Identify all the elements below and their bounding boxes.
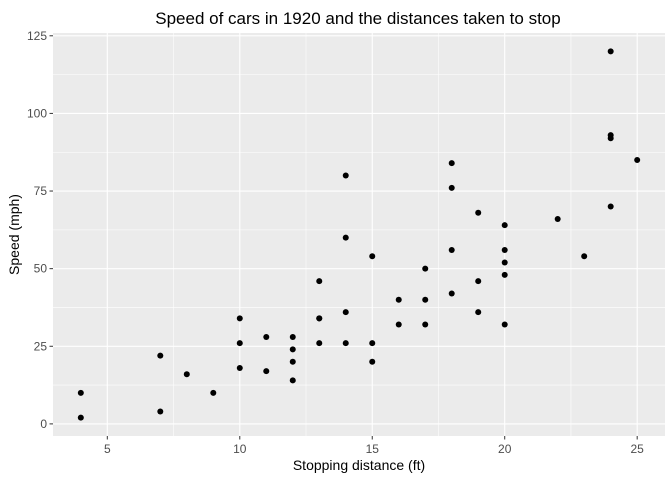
data-points — [77, 48, 641, 421]
data-point — [316, 340, 323, 347]
data-point — [501, 247, 508, 254]
data-point — [263, 333, 270, 340]
data-point — [607, 203, 614, 210]
data-point — [422, 265, 429, 272]
x-tick-label: 25 — [631, 442, 645, 456]
y-tick-label: 25 — [34, 339, 48, 353]
y-tick-label: 75 — [34, 184, 48, 198]
data-point — [395, 296, 402, 303]
data-point — [342, 309, 349, 316]
data-point — [316, 315, 323, 322]
data-point — [501, 222, 508, 229]
data-point — [77, 414, 84, 421]
data-point — [581, 253, 588, 260]
data-point — [236, 315, 243, 322]
data-point — [289, 358, 296, 365]
x-axis-ticks: 5 10 15 20 25 — [104, 436, 644, 456]
data-point — [448, 247, 455, 254]
data-point — [448, 160, 455, 167]
data-point — [554, 215, 561, 222]
data-point — [448, 184, 455, 191]
data-point — [210, 389, 217, 396]
data-point — [475, 278, 482, 285]
plot-panel — [53, 33, 665, 436]
data-point — [634, 156, 641, 163]
data-point — [607, 48, 614, 55]
data-point — [236, 340, 243, 347]
data-point — [183, 371, 190, 378]
data-point — [422, 296, 429, 303]
x-tick-label: 5 — [104, 442, 111, 456]
y-axis-ticks: 0 25 50 75 100 125 — [27, 29, 53, 431]
y-tick-label: 0 — [40, 417, 47, 431]
x-axis-title: Stopping distance (ft) — [293, 457, 425, 473]
data-point — [475, 209, 482, 216]
data-point — [369, 253, 376, 260]
data-point — [157, 408, 164, 415]
x-tick-label: 15 — [366, 442, 380, 456]
data-point — [289, 333, 296, 340]
data-point — [501, 259, 508, 266]
data-point — [607, 132, 614, 139]
data-point — [342, 234, 349, 241]
data-point — [369, 358, 376, 365]
y-tick-label: 100 — [27, 106, 47, 120]
data-point — [448, 290, 455, 297]
data-point — [316, 278, 323, 285]
y-tick-label: 50 — [34, 262, 48, 276]
data-point — [236, 365, 243, 372]
data-point — [289, 377, 296, 384]
major-gridlines — [53, 33, 665, 436]
chart-title: Speed of cars in 1920 and the distances … — [155, 9, 560, 28]
data-point — [157, 352, 164, 359]
data-point — [342, 172, 349, 179]
minor-gridlines — [53, 33, 665, 436]
data-point — [395, 321, 402, 328]
data-point — [475, 309, 482, 316]
y-tick-label: 125 — [27, 29, 47, 43]
data-point — [77, 389, 84, 396]
data-point — [422, 321, 429, 328]
data-point — [289, 346, 296, 353]
data-point — [369, 340, 376, 347]
y-axis-title: Speed (mph) — [6, 194, 22, 275]
data-point — [342, 340, 349, 347]
data-point — [501, 271, 508, 278]
x-tick-label: 20 — [498, 442, 512, 456]
data-point — [263, 368, 270, 375]
x-tick-label: 10 — [233, 442, 247, 456]
data-point — [501, 321, 508, 328]
